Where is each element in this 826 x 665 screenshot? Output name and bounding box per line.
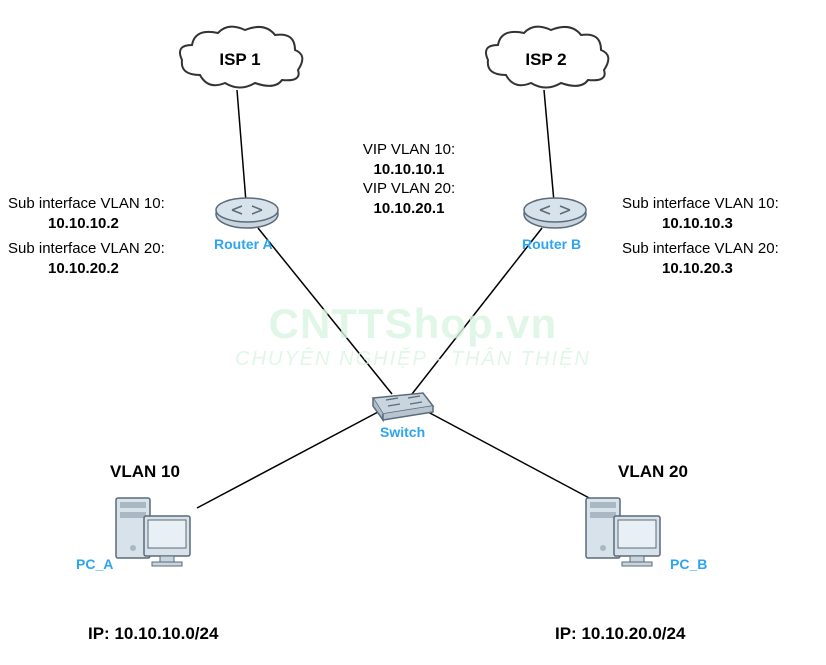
ra-line-1: 10.10.10.2 [8,214,165,234]
rb-line-2: Sub interface VLAN 20: [622,239,779,259]
vip-line-3: 10.10.20.1 [354,199,464,219]
pc-b-ip: IP: 10.10.20.0/24 [555,624,685,644]
switch-icon [368,388,438,424]
vip-line-2: VIP VLAN 20: [363,180,455,197]
isp2-label: ISP 2 [476,50,616,70]
router-a [214,196,280,241]
watermark: CNTTShop.vn CHUYÊN NGHIỆP - THÂN THIỆN [0,300,826,371]
rb-line-1: 10.10.10.3 [622,214,779,234]
ra-line-3: 10.10.20.2 [8,259,165,279]
vip-block: VIP VLAN 10: 10.10.10.1 VIP VLAN 20: 10.… [354,140,464,218]
pc-a [108,488,198,583]
router-icon [522,196,588,236]
pc-a-ip: IP: 10.10.10.0/24 [88,624,218,644]
router-a-block: Sub interface VLAN 10: 10.10.10.2 Sub in… [8,194,165,278]
ra-line-2: Sub interface VLAN 20: [8,239,165,259]
ra-line-0: Sub interface VLAN 10: [8,195,165,212]
rb-line-3: 10.10.20.3 [622,259,779,279]
router-icon [214,196,280,236]
switch [368,388,438,429]
vip-line-0: VIP VLAN 10: [363,141,455,158]
vlan20-title: VLAN 20 [618,462,688,482]
vip-line-1: 10.10.10.1 [354,160,464,180]
isp1-cloud: ISP 1 [170,20,310,105]
pc-icon [578,488,668,578]
pc-b [578,488,668,583]
diagram-canvas: CNTTShop.vn CHUYÊN NGHIỆP - THÂN THIỆN I… [0,0,826,665]
pc-b-label: PC_B [670,556,707,572]
isp1-label: ISP 1 [170,50,310,70]
watermark-main: CNTTShop.vn [269,300,558,347]
router-b [522,196,588,241]
pc-icon [108,488,198,578]
router-b-block: Sub interface VLAN 10: 10.10.10.3 Sub in… [622,194,779,278]
isp2-cloud: ISP 2 [476,20,616,105]
rb-line-0: Sub interface VLAN 10: [622,195,779,212]
vlan10-title: VLAN 10 [110,462,180,482]
watermark-sub: CHUYÊN NGHIỆP - THÂN THIỆN [0,348,826,371]
